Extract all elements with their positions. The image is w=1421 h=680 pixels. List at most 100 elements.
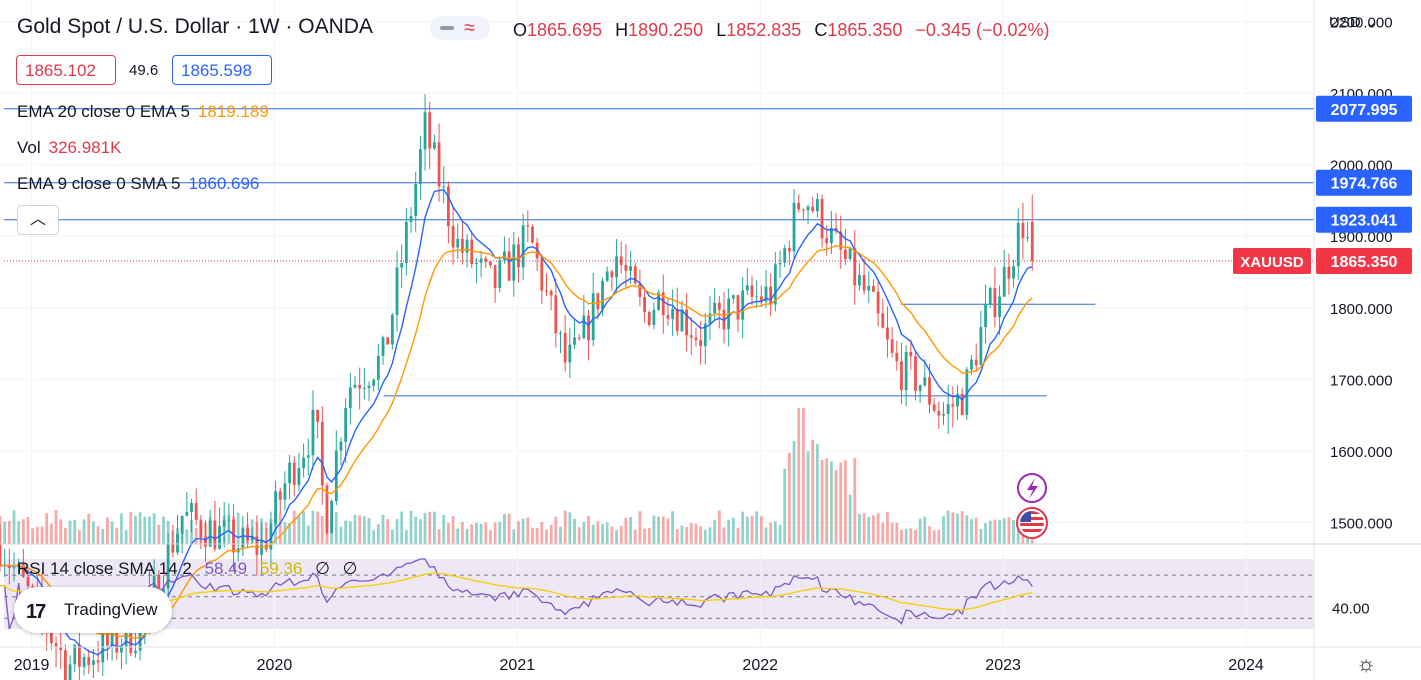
candle-body: [489, 261, 492, 266]
volume-bar: [503, 514, 506, 544]
us-flag-icon[interactable]: [1016, 507, 1048, 539]
volume-bar: [124, 529, 128, 544]
candle-body: [661, 292, 665, 316]
volume-bar: [409, 510, 413, 544]
price-label-box: [1316, 95, 1412, 122]
candle-body: [755, 296, 759, 298]
candle-body: [685, 309, 689, 336]
volume-bar: [1002, 518, 1006, 544]
candle-body: [825, 238, 829, 244]
volume-bar: [339, 526, 343, 544]
volume-bar: [806, 451, 810, 544]
candle-body: [549, 290, 553, 296]
candle-body: [601, 280, 604, 310]
volume-bar: [605, 522, 609, 544]
candle-body: [559, 332, 562, 334]
rsi-band: [4, 559, 1314, 629]
candle-body: [806, 206, 810, 211]
symbol-label: XAUUSD: [1240, 254, 1304, 271]
volume-bar: [451, 516, 455, 544]
volume-bar: [946, 510, 950, 544]
volume-bar: [185, 529, 189, 544]
candle-body: [993, 288, 997, 318]
change-value: −0.345 (−0.02%): [915, 20, 1050, 40]
volume-bar: [400, 511, 404, 544]
lightning-icon[interactable]: [1017, 473, 1047, 503]
x-tick-label: 2020: [257, 657, 293, 674]
candle-body: [591, 293, 595, 341]
volume-bar: [559, 526, 562, 544]
candle-body: [260, 541, 263, 555]
price-label: 1923.041: [1331, 213, 1398, 230]
candle-body: [479, 258, 483, 263]
candle-body: [801, 209, 805, 211]
volume-bar: [909, 528, 913, 544]
volume-bar: [390, 529, 394, 544]
candle-body: [194, 502, 198, 520]
volume-bar: [923, 516, 927, 544]
candle-body: [531, 226, 534, 243]
candle-body: [675, 308, 679, 332]
candle-body: [517, 244, 520, 268]
volume-bar: [876, 513, 880, 544]
candle-body: [442, 186, 446, 188]
volume-bar: [479, 523, 483, 544]
symbol-status-pill[interactable]: ≈: [430, 16, 490, 40]
candle-body: [190, 502, 193, 512]
candle-body: [180, 515, 184, 534]
candle-body: [956, 393, 959, 407]
candle-body: [278, 491, 282, 500]
candle-body: [605, 271, 609, 281]
candle-body: [1007, 266, 1011, 279]
ask-price-button[interactable]: 1865.598: [172, 55, 272, 85]
candle-body: [540, 258, 544, 291]
rsi-tick-label: 40.00: [1332, 600, 1370, 617]
candle-body: [671, 308, 675, 319]
candle-body: [703, 323, 707, 347]
volume-bar: [671, 511, 675, 544]
x-tick-label: 2024: [1228, 657, 1264, 674]
settings-gear-icon[interactable]: ☼: [1356, 651, 1377, 676]
volume-bar: [783, 468, 787, 544]
bid-price-button[interactable]: 1865.102: [16, 55, 116, 85]
volume-bar: [694, 523, 698, 544]
candle-body: [49, 633, 53, 644]
volume-bar: [134, 515, 137, 544]
legend-volume[interactable]: Vol 326.981K: [17, 138, 122, 157]
y-tick-label: 1800.000: [1330, 301, 1393, 318]
candle-body: [713, 302, 717, 314]
candle-body: [769, 286, 773, 305]
candle-body: [876, 291, 880, 314]
candle-body: [255, 536, 259, 555]
volume-bar: [759, 516, 763, 544]
candle-body: [708, 313, 712, 324]
legend-ema20[interactable]: EMA 20 close 0 EMA 5 1819.189: [17, 102, 269, 121]
candle-body: [68, 664, 72, 680]
candle-body: [923, 377, 927, 386]
legend-ema9[interactable]: EMA 9 close 0 SMA 5 1860.696: [17, 174, 260, 193]
volume-bar: [372, 530, 376, 544]
volume-bar: [498, 521, 502, 544]
candle-body: [853, 248, 857, 286]
candle-body: [545, 290, 548, 292]
tradingview-logo[interactable]: 17 TradingView: [14, 587, 172, 633]
legend-rsi[interactable]: RSI 14 close SMA 14 2 58.49 59.36 ∅ ∅: [17, 559, 358, 578]
candle-body: [951, 404, 955, 407]
currency-selector[interactable]: USD ⌄: [1329, 14, 1378, 31]
volume-bar: [554, 516, 558, 544]
candle-body: [325, 485, 329, 534]
volume-bar: [545, 529, 548, 544]
volume-bar: [998, 519, 1001, 544]
candle-body: [418, 149, 422, 185]
volume-bar: [601, 524, 604, 544]
candle-body: [629, 266, 632, 271]
collapse-legend-button[interactable]: ︿: [17, 205, 59, 235]
volume-bar: [778, 524, 782, 544]
candle-body: [246, 528, 249, 541]
volume-bar: [428, 511, 432, 544]
volume-bar: [858, 513, 861, 544]
candle-body: [872, 286, 875, 292]
candle-body: [858, 275, 861, 286]
candle-body: [979, 327, 983, 366]
